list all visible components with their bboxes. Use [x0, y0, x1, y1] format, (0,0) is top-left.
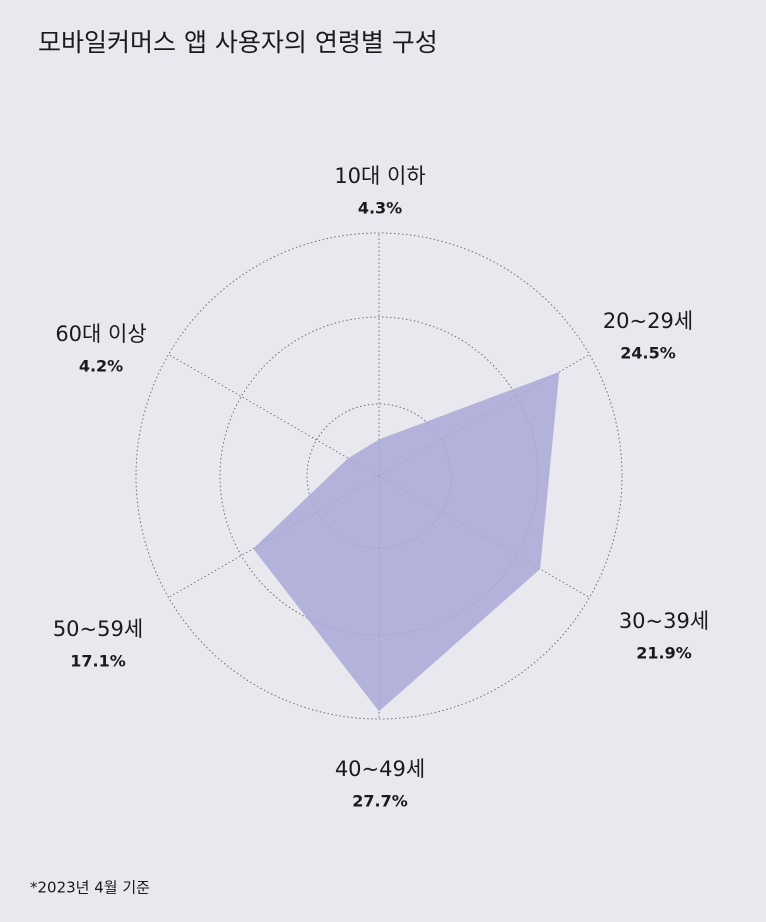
value-label: 4.2%	[79, 357, 123, 376]
value-label: 17.1%	[70, 652, 126, 671]
value-label: 21.9%	[636, 644, 692, 663]
category-label: 30~39세	[619, 609, 709, 633]
category-label: 50~59세	[53, 617, 143, 641]
value-label: 24.5%	[620, 344, 676, 363]
data-area	[253, 371, 560, 712]
plot	[253, 371, 560, 712]
value-label: 27.7%	[352, 792, 408, 811]
ring	[135, 232, 623, 720]
labels: 10대 이하 4.3% 20~29세 24.5% 30~39세 21.9% 40~49세 27…	[53, 164, 709, 811]
category-label: 20~29세	[603, 309, 693, 333]
chart-title: 모바일커머스 앱 사용자의 연령별 구성	[38, 28, 438, 57]
footnote: *2023년 4월 기준	[30, 879, 150, 897]
category-label: 40~49세	[335, 757, 425, 781]
axis-line	[168, 354, 380, 477]
category-label: 60대 이상	[55, 322, 146, 346]
category-label: 10대 이하	[334, 164, 425, 188]
value-label: 4.3%	[358, 199, 402, 218]
